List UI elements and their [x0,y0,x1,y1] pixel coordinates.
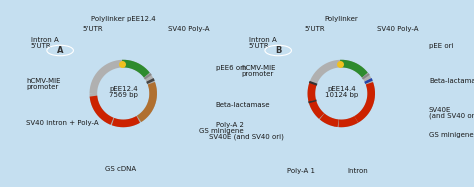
Text: GS cDNA: GS cDNA [105,166,137,172]
Text: (and SV40 ori): (and SV40 ori) [429,113,474,119]
Text: A: A [57,46,64,55]
Text: promoter: promoter [26,84,58,90]
Text: Poly-A 2: Poly-A 2 [216,122,244,128]
Text: 7569 bp: 7569 bp [109,92,137,98]
Text: Beta-lactamase: Beta-lactamase [216,102,270,108]
Text: Poly-A 1: Poly-A 1 [287,168,315,174]
Text: pEE6 ori: pEE6 ori [216,65,245,71]
Text: pEE14.4: pEE14.4 [327,86,356,92]
Text: SV40E: SV40E [429,107,451,113]
Text: pEE12.4: pEE12.4 [109,86,137,92]
Text: 5’UTR: 5’UTR [82,26,103,32]
Text: GS minigene: GS minigene [429,132,474,138]
Text: SV40 intron + Poly-A: SV40 intron + Poly-A [26,120,99,126]
Text: hCMV-MIE: hCMV-MIE [26,78,61,84]
Text: Beta-lactamase: Beta-lactamase [429,78,474,84]
Text: 5’UTR: 5’UTR [31,43,52,49]
Text: pEE ori: pEE ori [429,43,454,49]
Text: Polylinker pEE12.4: Polylinker pEE12.4 [91,16,155,22]
Text: promoter: promoter [242,71,274,77]
Text: 10124 bp: 10124 bp [325,92,358,98]
Text: B: B [275,46,282,55]
Text: Intron: Intron [347,168,368,174]
Text: Intron A: Intron A [249,37,277,43]
Text: SV40 Poly-A: SV40 Poly-A [377,26,419,32]
Text: Intron A: Intron A [31,37,59,43]
Text: SV40 Poly-A: SV40 Poly-A [168,26,210,32]
Text: 5’UTR: 5’UTR [249,43,270,49]
Text: hCMV-MIE: hCMV-MIE [242,65,276,71]
Text: Polylinker: Polylinker [324,16,358,22]
Text: SV40E (and SV40 ori): SV40E (and SV40 ori) [209,133,283,140]
Text: GS minigene: GS minigene [200,128,244,134]
Text: 5’UTR: 5’UTR [305,26,326,32]
